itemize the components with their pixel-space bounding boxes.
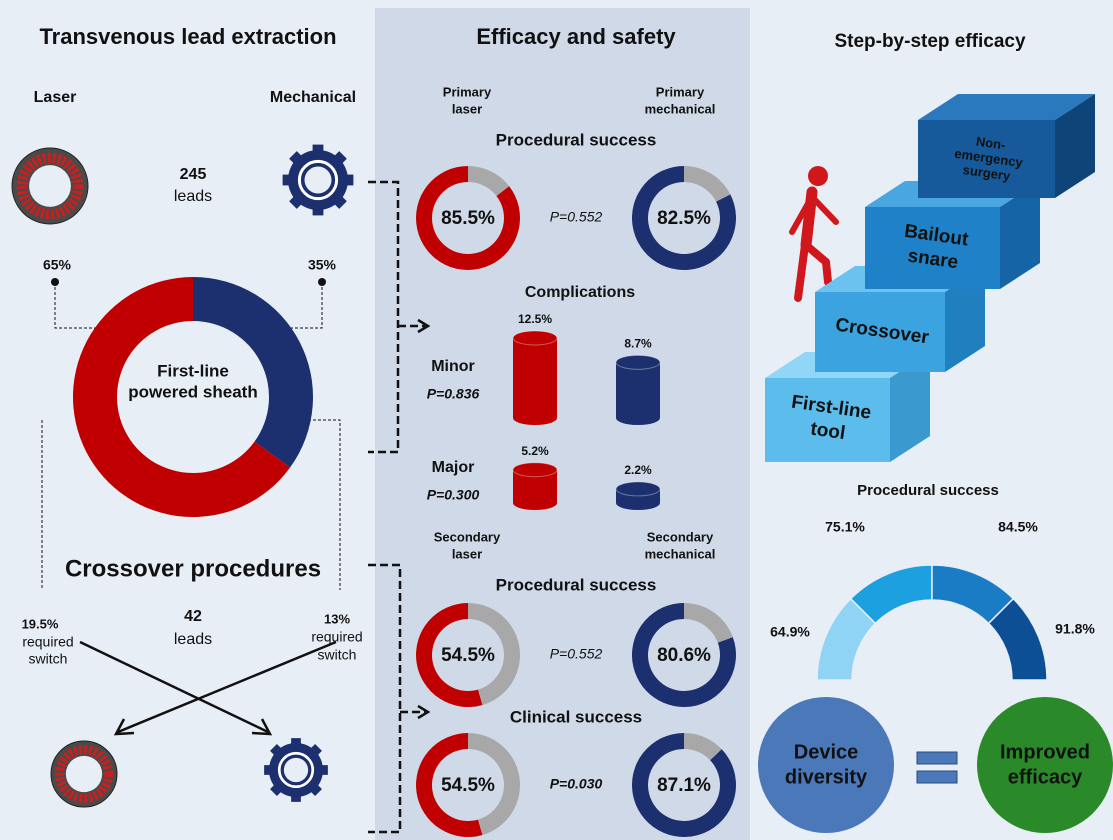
label: 42 bbox=[184, 608, 202, 625]
label: 54.5% bbox=[441, 775, 495, 796]
label: leads bbox=[174, 188, 212, 205]
label: required bbox=[22, 634, 73, 650]
label: 5.2% bbox=[521, 444, 549, 458]
label: 75.1% bbox=[825, 519, 865, 535]
label: Procedural success bbox=[857, 482, 999, 499]
page: {"colors": {"laser": "#c00000", "mechani… bbox=[0, 0, 1113, 840]
label: Laser bbox=[34, 89, 77, 106]
device-circle bbox=[758, 697, 894, 833]
mechanical-icon bbox=[283, 145, 354, 216]
label: P=0.836 bbox=[427, 386, 480, 402]
label: 65% bbox=[43, 257, 72, 273]
label: mechanical bbox=[645, 546, 716, 561]
label: P=0.552 bbox=[550, 646, 603, 662]
label: Primary bbox=[443, 84, 492, 99]
label: 80.6% bbox=[657, 645, 711, 666]
label: 8.7% bbox=[624, 336, 652, 350]
label: 64.9% bbox=[770, 624, 810, 640]
label: Primary bbox=[656, 84, 705, 99]
label: Procedural success bbox=[496, 575, 657, 594]
label: diversity bbox=[785, 766, 868, 788]
cylinder-body bbox=[616, 362, 660, 418]
label: Secondary bbox=[434, 529, 501, 544]
cylinder-bottom bbox=[616, 496, 660, 510]
equals-bar bbox=[917, 752, 957, 764]
cylinder-top bbox=[513, 463, 557, 477]
mechanical-icon bbox=[264, 738, 328, 802]
label: efficacy bbox=[1008, 766, 1083, 788]
label: 54.5% bbox=[441, 645, 495, 666]
ring-hole bbox=[29, 165, 71, 207]
label: Efficacy and safety bbox=[476, 24, 676, 49]
equals-bar bbox=[917, 771, 957, 783]
label: required bbox=[311, 629, 362, 645]
dot bbox=[318, 278, 326, 286]
label: Mechanical bbox=[270, 89, 356, 106]
label: laser bbox=[452, 546, 482, 561]
cylinder-body bbox=[513, 338, 557, 418]
label: Procedural success bbox=[496, 130, 657, 149]
label: 91.8% bbox=[1055, 621, 1095, 637]
label: First-line bbox=[157, 361, 229, 380]
label: 82.5% bbox=[657, 208, 711, 229]
label: Improved bbox=[1000, 741, 1090, 763]
laser-icon bbox=[12, 148, 88, 224]
cylinder-bottom bbox=[616, 411, 660, 425]
label: 12.5% bbox=[518, 312, 552, 326]
label: Device bbox=[794, 741, 859, 763]
label: Complications bbox=[525, 284, 635, 301]
label: 245 bbox=[180, 166, 207, 183]
label: switch bbox=[29, 651, 68, 667]
gear-hole bbox=[284, 758, 308, 782]
label: Secondary bbox=[647, 529, 714, 544]
dot bbox=[51, 278, 59, 286]
label: mechanical bbox=[645, 101, 716, 116]
label: P=0.030 bbox=[550, 776, 603, 792]
label: Minor bbox=[431, 358, 475, 375]
efficacy-circle bbox=[977, 697, 1113, 833]
cylinder bbox=[513, 331, 557, 425]
label: 84.5% bbox=[998, 519, 1038, 535]
label: 13% bbox=[324, 611, 350, 626]
label: Major bbox=[432, 459, 475, 476]
label: laser bbox=[452, 101, 482, 116]
cylinder-top bbox=[513, 331, 557, 345]
cylinder-top bbox=[616, 482, 660, 496]
label: 2.2% bbox=[624, 463, 652, 477]
cylinder bbox=[616, 482, 660, 510]
laser-icon bbox=[51, 741, 117, 807]
infographic: Transvenous lead extraction Laser Mechanic… bbox=[0, 0, 1113, 840]
cylinder-bottom bbox=[513, 496, 557, 510]
cylinder bbox=[616, 355, 660, 425]
label: 35% bbox=[308, 257, 337, 273]
label: switch bbox=[318, 647, 357, 663]
label: P=0.300 bbox=[427, 487, 480, 503]
label: leads bbox=[174, 631, 212, 648]
label: Transvenous lead extraction bbox=[39, 24, 336, 49]
label: 87.1% bbox=[657, 775, 711, 796]
label: 19.5% bbox=[22, 616, 59, 631]
label: Crossover procedures bbox=[65, 555, 321, 582]
cylinder-bottom bbox=[513, 411, 557, 425]
cylinder bbox=[513, 463, 557, 510]
label: P=0.552 bbox=[550, 209, 603, 225]
label: 85.5% bbox=[441, 208, 495, 229]
label: Clinical success bbox=[510, 707, 642, 726]
gear-hole bbox=[305, 167, 332, 194]
cylinder-top bbox=[616, 355, 660, 369]
ring-hole bbox=[66, 756, 102, 792]
label: Step-by-step efficacy bbox=[834, 31, 1026, 52]
label: powered sheath bbox=[128, 382, 257, 401]
